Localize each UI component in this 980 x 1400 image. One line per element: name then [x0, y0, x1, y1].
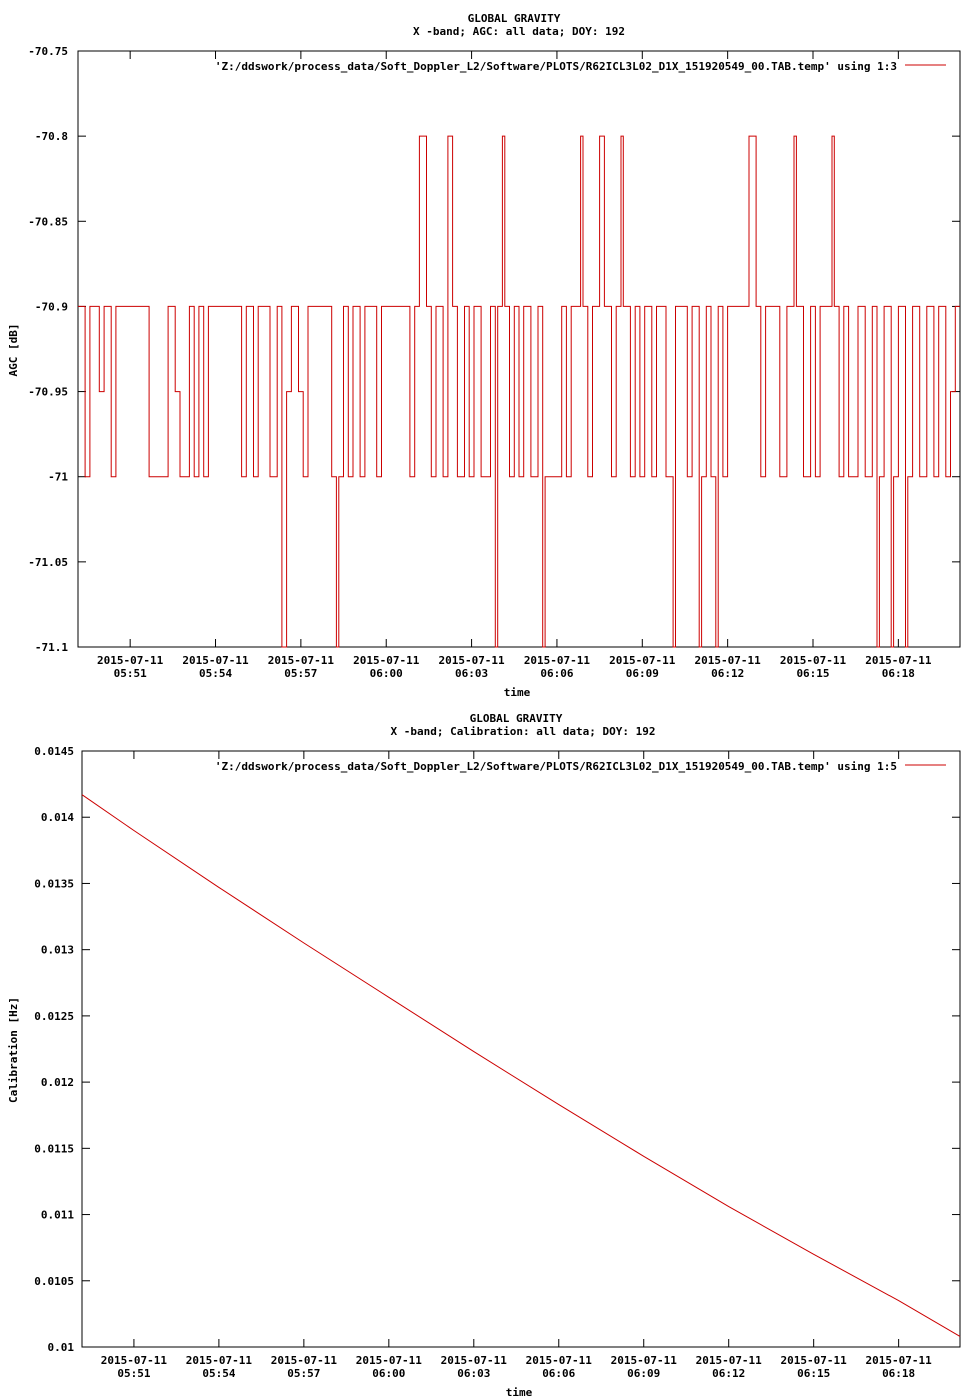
chart-agc-title: GLOBAL GRAVITY: [468, 12, 561, 25]
chart-calibration-x-tick-time: 06:06: [542, 1367, 575, 1380]
chart-calibration-y-axis-label: Calibration [Hz]: [7, 997, 20, 1103]
chart-agc-x-tick-date: 2015-07-11: [268, 654, 335, 667]
chart-agc-y-tick-label: -70.85: [28, 215, 68, 228]
chart-agc-x-tick-date: 2015-07-11: [780, 654, 847, 667]
chart-agc-y-tick-label: -71.1: [35, 641, 68, 654]
chart-calibration-y-tick-label: 0.011: [41, 1209, 74, 1222]
chart-agc-x-axis-label: time: [504, 686, 531, 699]
chart-agc-x-tick-date: 2015-07-11: [865, 654, 932, 667]
chart-calibration-x-tick-date: 2015-07-11: [441, 1354, 508, 1367]
chart-calibration-subtitle: X -band; Calibration: all data; DOY: 192: [391, 725, 656, 738]
chart-agc-subtitle: X -band; AGC: all data; DOY: 192: [413, 25, 625, 38]
chart-agc-plot-frame: [77, 50, 961, 648]
chart-calibration-y-tick-label: 0.01: [48, 1341, 75, 1354]
chart-agc-x-tick-time: 05:51: [114, 667, 147, 680]
chart-agc-legend-label: 'Z:/ddswork/process_data/Soft_Doppler_L2…: [215, 60, 897, 73]
chart-agc-x-tick-date: 2015-07-11: [353, 654, 420, 667]
chart-calibration-y-tick-label: 0.0135: [34, 877, 74, 890]
chart-calibration-x-tick-time: 06:00: [372, 1367, 405, 1380]
chart-calibration-x-tick-date: 2015-07-11: [866, 1354, 933, 1367]
chart-agc-y-tick-label: -70.75: [28, 45, 68, 58]
chart-calibration-x-tick-date: 2015-07-11: [696, 1354, 763, 1367]
chart-calibration-x-tick-date: 2015-07-11: [271, 1354, 338, 1367]
chart-calibration-x-tick-date: 2015-07-11: [186, 1354, 253, 1367]
chart-agc-x-ticks: 2015-07-1105:512015-07-1105:542015-07-11…: [97, 51, 932, 680]
chart-calibration-x-tick-time: 06:09: [627, 1367, 660, 1380]
chart-calibration-y-tick-label: 0.0145: [34, 745, 74, 758]
chart-calibration-x-tick-time: 06:18: [882, 1367, 915, 1380]
chart-calibration-x-tick-date: 2015-07-11: [526, 1354, 593, 1367]
chart-calibration-x-tick-time: 05:57: [287, 1367, 320, 1380]
chart-agc-x-tick-time: 06:18: [882, 667, 915, 680]
chart-agc-y-tick-label: -71.05: [28, 556, 68, 569]
chart-agc-x-tick-time: 05:54: [199, 667, 232, 680]
chart-calibration-x-tick-time: 06:03: [457, 1367, 490, 1380]
chart-calibration-x-tick-time: 06:15: [797, 1367, 830, 1380]
chart-calibration-y-tick-label: 0.013: [41, 944, 74, 957]
chart-agc-x-tick-time: 06:15: [796, 667, 829, 680]
chart-agc-x-tick-time: 05:57: [284, 667, 317, 680]
chart-calibration-y-tick-label: 0.0115: [34, 1142, 74, 1155]
chart-agc-x-tick-date: 2015-07-11: [97, 654, 164, 667]
chart-calibration-x-tick-time: 06:12: [712, 1367, 745, 1380]
chart-calibration-y-tick-label: 0.0125: [34, 1010, 74, 1023]
chart-calibration-x-tick-date: 2015-07-11: [356, 1354, 423, 1367]
chart-calibration-x-tick-time: 05:54: [202, 1367, 235, 1380]
chart-agc-y-tick-label: -70.8: [35, 130, 68, 143]
chart-agc-y-axis-label: AGC [dB]: [7, 324, 20, 377]
chart-calibration-series-line: [81, 794, 961, 1337]
chart-agc-x-tick-date: 2015-07-11: [695, 654, 762, 667]
chart-agc-x-tick-date: 2015-07-11: [182, 654, 249, 667]
chart-agc-y-ticks: -70.75 -70.8 -70.85 -70.9 -70.95 -71 -71.05 -71…: [28, 45, 960, 654]
chart-agc-x-tick-time: 06:06: [540, 667, 573, 680]
chart-calibration-title: GLOBAL GRAVITY: [470, 712, 563, 725]
chart-agc-y-tick-label: -71: [48, 471, 68, 484]
chart-agc-series-line: [78, 135, 960, 648]
chart-calibration: GLOBAL GRAVITY X -band; Calibration: all…: [7, 712, 961, 1399]
chart-calibration-x-tick-date: 2015-07-11: [101, 1354, 168, 1367]
chart-agc-x-tick-date: 2015-07-11: [524, 654, 591, 667]
chart-calibration-y-ticks: 0.0145 0.014 0.0135 0.013 0.0125 0.012 0.0115 0…: [34, 745, 960, 1354]
chart-agc-x-tick-time: 06:00: [370, 667, 403, 680]
chart-agc-x-tick-time: 06:09: [626, 667, 659, 680]
chart-agc-y-tick-label: -70.95: [28, 386, 68, 399]
chart-agc-x-tick-time: 06:03: [455, 667, 488, 680]
chart-agc-x-tick-date: 2015-07-11: [438, 654, 505, 667]
chart-agc-x-tick-date: 2015-07-11: [609, 654, 676, 667]
chart-calibration-x-ticks: 2015-07-1105:512015-07-1105:542015-07-11…: [101, 751, 932, 1380]
chart-agc-y-tick-label: -70.9: [35, 300, 68, 313]
chart-calibration-y-tick-label: 0.014: [41, 811, 74, 824]
chart-calibration-y-tick-label: 0.012: [41, 1076, 74, 1089]
chart-calibration-x-tick-time: 05:51: [117, 1367, 150, 1380]
chart-calibration-x-axis-label: time: [506, 1386, 533, 1399]
chart-agc: GLOBAL GRAVITY X -band; AGC: all data; D…: [7, 12, 961, 699]
chart-calibration-plot-frame: [81, 750, 961, 1348]
chart-calibration-legend-label: 'Z:/ddswork/process_data/Soft_Doppler_L2…: [215, 760, 897, 773]
chart-calibration-y-tick-label: 0.0105: [34, 1275, 74, 1288]
chart-calibration-x-tick-date: 2015-07-11: [781, 1354, 848, 1367]
chart-calibration-x-tick-date: 2015-07-11: [611, 1354, 678, 1367]
chart-agc-x-tick-time: 06:12: [711, 667, 744, 680]
